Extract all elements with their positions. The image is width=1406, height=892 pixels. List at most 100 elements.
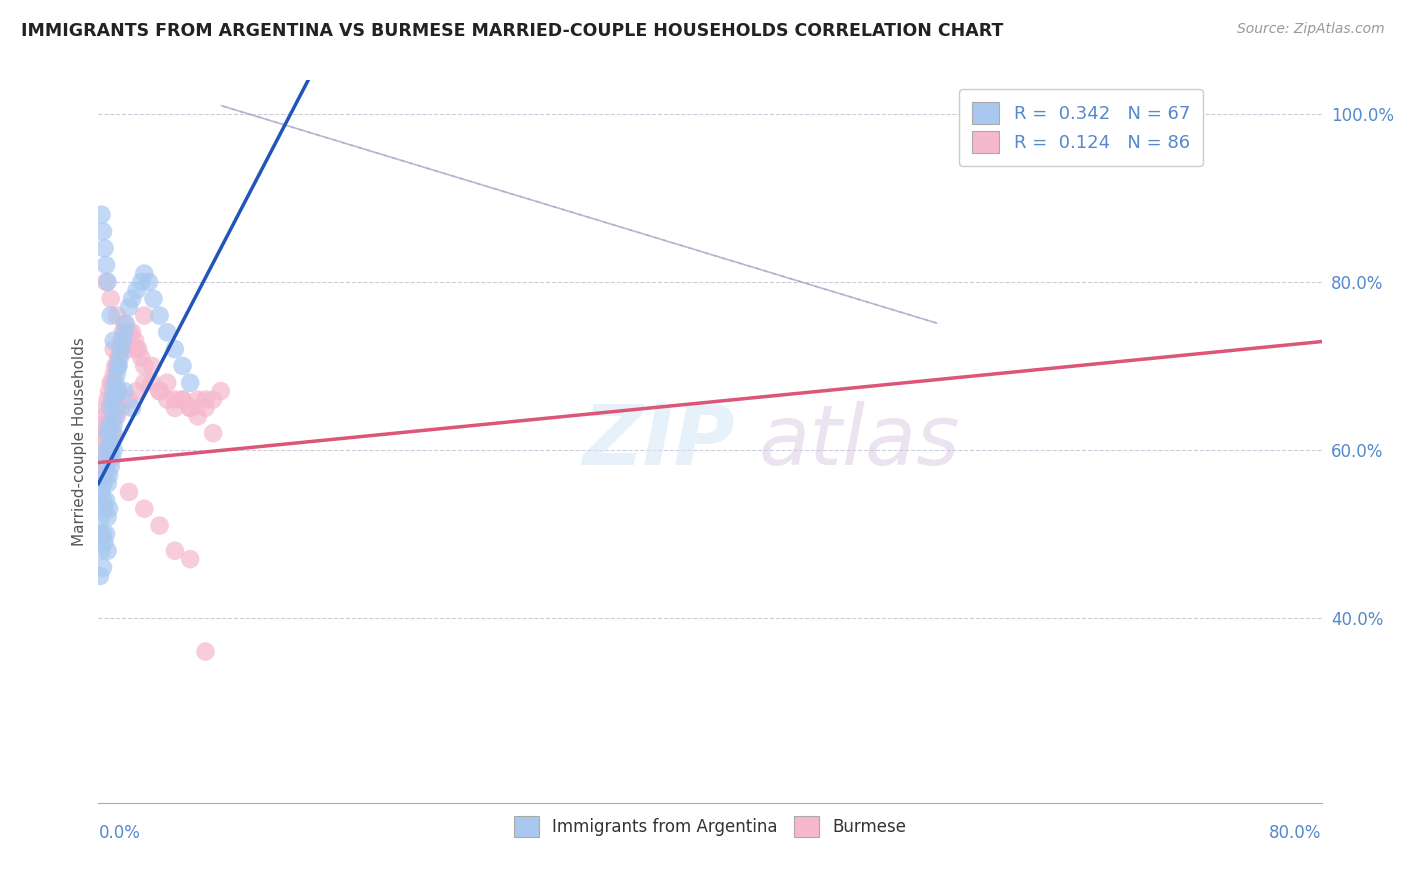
Point xyxy=(107,359,129,373)
Point xyxy=(94,442,117,457)
Point xyxy=(93,501,115,516)
Point xyxy=(111,334,134,348)
Text: 0.0%: 0.0% xyxy=(98,824,141,842)
Point xyxy=(142,292,165,306)
Point xyxy=(103,442,125,457)
Point xyxy=(129,351,152,365)
Point xyxy=(98,417,121,432)
Point xyxy=(91,476,114,491)
Point xyxy=(98,468,121,483)
Point xyxy=(97,543,120,558)
Point xyxy=(134,267,156,281)
Point xyxy=(91,527,114,541)
Point xyxy=(98,384,121,398)
Point xyxy=(172,359,194,373)
Point xyxy=(98,442,121,457)
Legend: Immigrants from Argentina, Burmese: Immigrants from Argentina, Burmese xyxy=(505,808,915,845)
Point xyxy=(97,417,120,432)
Point xyxy=(194,401,217,415)
Point xyxy=(149,309,172,323)
Point xyxy=(202,392,225,407)
Point xyxy=(103,342,125,356)
Point xyxy=(94,459,117,474)
Point xyxy=(97,426,120,441)
Point xyxy=(98,442,121,457)
Point xyxy=(149,384,172,398)
Point xyxy=(97,451,120,466)
Point xyxy=(97,510,120,524)
Point xyxy=(94,468,117,483)
Point xyxy=(115,334,138,348)
Point xyxy=(94,493,117,508)
Point xyxy=(141,376,163,390)
Point xyxy=(125,342,148,356)
Point xyxy=(91,560,114,574)
Point xyxy=(112,384,135,398)
Point xyxy=(105,368,128,382)
Point xyxy=(97,476,120,491)
Point xyxy=(163,543,186,558)
Point xyxy=(91,417,114,432)
Point xyxy=(93,459,115,474)
Point xyxy=(93,459,115,474)
Point xyxy=(138,275,160,289)
Point xyxy=(156,392,179,407)
Point xyxy=(98,442,121,457)
Point xyxy=(90,459,112,474)
Point xyxy=(104,376,127,390)
Point xyxy=(101,426,124,441)
Point xyxy=(94,401,117,415)
Y-axis label: Married-couple Households: Married-couple Households xyxy=(72,337,87,546)
Point xyxy=(134,376,156,390)
Point xyxy=(100,434,122,449)
Point xyxy=(105,409,128,424)
Text: ZIP: ZIP xyxy=(582,401,734,482)
Point xyxy=(103,384,125,398)
Point xyxy=(100,292,122,306)
Point xyxy=(110,401,132,415)
Point xyxy=(103,334,125,348)
Point xyxy=(97,392,120,407)
Point xyxy=(91,442,114,457)
Point xyxy=(100,401,122,415)
Point xyxy=(194,392,217,407)
Point xyxy=(118,342,141,356)
Point xyxy=(89,442,111,457)
Point xyxy=(121,401,143,415)
Point xyxy=(104,392,127,407)
Point xyxy=(97,275,120,289)
Point xyxy=(91,476,114,491)
Point xyxy=(111,326,134,340)
Point xyxy=(105,309,128,323)
Point xyxy=(108,342,131,356)
Point xyxy=(134,309,156,323)
Point xyxy=(110,342,132,356)
Point xyxy=(90,510,112,524)
Point xyxy=(101,376,124,390)
Point xyxy=(91,468,114,483)
Point xyxy=(94,275,117,289)
Point xyxy=(134,501,156,516)
Point xyxy=(94,451,117,466)
Point xyxy=(94,258,117,272)
Text: Source: ZipAtlas.com: Source: ZipAtlas.com xyxy=(1237,22,1385,37)
Point xyxy=(112,326,135,340)
Point xyxy=(125,384,148,398)
Point xyxy=(179,552,201,566)
Point xyxy=(141,359,163,373)
Point xyxy=(100,459,122,474)
Point xyxy=(89,468,111,483)
Point xyxy=(163,401,186,415)
Point xyxy=(124,334,146,348)
Point xyxy=(104,409,127,424)
Point xyxy=(110,334,132,348)
Point xyxy=(107,359,129,373)
Point xyxy=(90,485,112,500)
Point xyxy=(179,401,201,415)
Point xyxy=(125,283,148,297)
Text: atlas: atlas xyxy=(759,401,960,482)
Point xyxy=(89,527,111,541)
Point xyxy=(163,392,186,407)
Point xyxy=(179,401,201,415)
Point xyxy=(118,485,141,500)
